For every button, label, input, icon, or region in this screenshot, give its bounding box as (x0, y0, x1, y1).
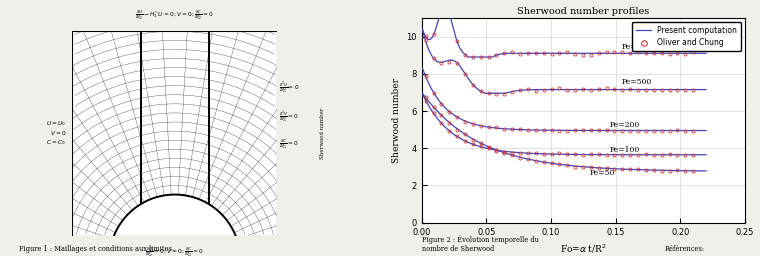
Text: $\frac{\partial C}{\partial \xi_1}=0$: $\frac{\partial C}{\partial \xi_1}=0$ (279, 138, 299, 153)
Text: $U=U_0$
$V=0$
$C=C_0$: $U=U_0$ $V=0$ $C=C_0$ (46, 119, 66, 147)
Text: Pe=1000: Pe=1000 (622, 43, 657, 51)
Text: Pe=100: Pe=100 (610, 146, 639, 154)
Text: Figure 1 : Maillages et conditions aux limites: Figure 1 : Maillages et conditions aux l… (19, 246, 172, 253)
X-axis label: Fo=$\alpha$ t/R$^2$: Fo=$\alpha$ t/R$^2$ (560, 242, 606, 254)
Text: Références:: Références: (665, 246, 705, 253)
Text: Figure 2 : Évolution temporelle du
nombre de Sherwood: Figure 2 : Évolution temporelle du nombr… (422, 235, 539, 253)
Y-axis label: Sherwood number: Sherwood number (392, 78, 401, 163)
Text: Pe=50: Pe=50 (590, 169, 615, 177)
Title: Sherwood number profiles: Sherwood number profiles (517, 7, 650, 16)
Text: Pe=500: Pe=500 (622, 78, 652, 86)
Text: Sherwood number: Sherwood number (320, 108, 325, 159)
Text: $\frac{\partial U}{\partial \xi_2}=0; V=0; \frac{\partial C}{\partial \xi_2}=0$: $\frac{\partial U}{\partial \xi_2}=0; V=… (145, 246, 204, 256)
Text: $\frac{\partial U}{\partial \xi_2} - H_1^* U=0; V=0; \frac{\partial C}{\partial : $\frac{\partial U}{\partial \xi_2} - H_1… (135, 8, 214, 23)
Legend: Present computation, Oliver and Chung: Present computation, Oliver and Chung (632, 22, 741, 51)
Text: Pe=200: Pe=200 (610, 121, 639, 129)
Text: $\frac{\partial^2 V}{\partial \xi_1^2}=0$: $\frac{\partial^2 V}{\partial \xi_1^2}=0… (279, 109, 299, 125)
Text: $\frac{\partial^2 U}{\partial \xi_1^2}=0$: $\frac{\partial^2 U}{\partial \xi_1^2}=0… (279, 80, 299, 96)
